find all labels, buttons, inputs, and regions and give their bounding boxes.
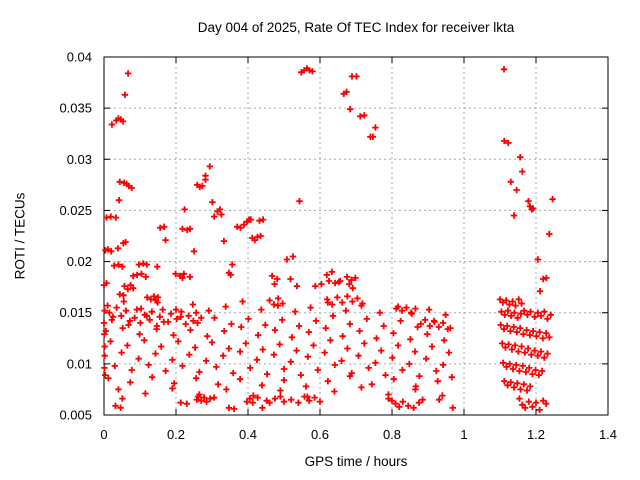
x-axis-title: GPS time / hours [304, 454, 408, 469]
plot-border [103, 56, 609, 416]
chart-title: Day 004 of 2025, Rate Of TEC Index for r… [197, 20, 515, 35]
y-tick-label: 0.025 [59, 203, 92, 218]
x-tick-label: 0.4 [239, 427, 257, 442]
x-tick-label: 0 [100, 427, 107, 442]
y-tick-label: 0.03 [67, 152, 92, 167]
x-tick-label: 0.6 [311, 427, 329, 442]
y-tick-label: 0.015 [59, 305, 92, 320]
y-axis-title: ROTI / TECUs [12, 192, 28, 280]
x-tick-label: 1.4 [599, 427, 617, 442]
x-tick-label: 0.2 [167, 427, 185, 442]
y-tick-label: 0.02 [67, 254, 92, 269]
x-tick-label: 1.2 [527, 427, 545, 442]
y-tick-label: 0.005 [59, 408, 92, 423]
y-tick-label: 0.01 [67, 356, 92, 371]
y-tick-label: 0.035 [59, 101, 92, 116]
data-points-series [100, 65, 556, 414]
x-tick-label: 1 [460, 427, 467, 442]
x-tick-label: 0.8 [383, 427, 401, 442]
y-tick-label: 0.04 [67, 50, 92, 65]
